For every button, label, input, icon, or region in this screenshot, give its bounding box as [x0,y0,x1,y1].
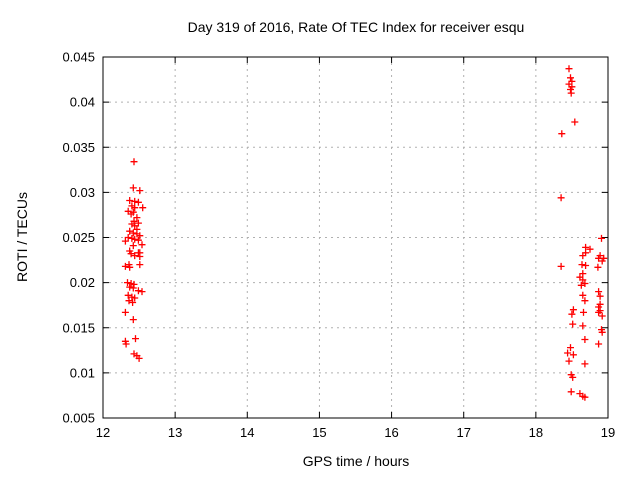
chart-title: Day 319 of 2016, Rate Of TEC Index for r… [187,19,525,35]
x-tick-label: 13 [168,425,182,440]
y-tick-label: 0.04 [70,95,95,110]
y-tick-label: 0.025 [62,230,95,245]
x-tick-label: 16 [384,425,398,440]
y-tick-label: 0.045 [62,50,95,65]
y-tick-label: 0.015 [62,320,95,335]
y-axis-label: ROTI / TECUs [14,192,30,282]
y-tick-label: 0.035 [62,140,95,155]
x-tick-label: 17 [456,425,470,440]
y-tick-label: 0.03 [70,185,95,200]
x-tick-label: 18 [529,425,543,440]
data-point-markers [121,65,608,401]
x-tick-label: 14 [240,425,254,440]
y-tick-label: 0.005 [62,411,95,426]
y-tick-label: 0.01 [70,365,95,380]
y-tick-label: 0.02 [70,275,95,290]
x-tick-label: 12 [96,425,110,440]
x-tick-label: 15 [312,425,326,440]
x-axis-label: GPS time / hours [302,453,410,469]
x-tick-label: 19 [601,425,615,440]
